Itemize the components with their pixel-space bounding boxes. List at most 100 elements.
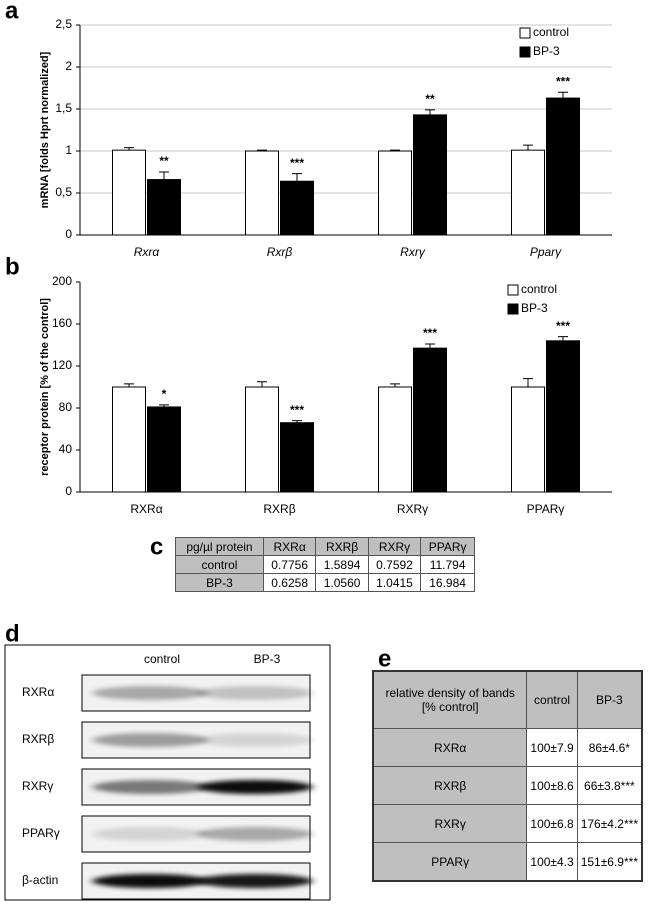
table-cell: RXRβ (372, 766, 528, 805)
x-tick-label: Rxrα (134, 245, 161, 259)
y-tick-label: 2,5 (55, 17, 72, 31)
x-tick-label: RXRβ (263, 502, 295, 516)
table-cell: BP-3 (576, 670, 643, 729)
table-cell: 86±4.6* (576, 728, 643, 767)
y-tick-label: 0,5 (55, 185, 72, 199)
bar (245, 386, 279, 493)
significance: ** (425, 92, 435, 106)
blot-row-label: RXRγ (22, 779, 53, 793)
y-tick-label: 1,5 (55, 101, 72, 115)
legend-label: BP-3 (533, 44, 560, 58)
blot-band (92, 686, 208, 700)
legend-label: BP-3 (521, 301, 548, 315)
y-tick-label: 160 (52, 316, 72, 330)
legend-swatch (519, 46, 531, 58)
blot-band (197, 827, 313, 841)
table-row: pg/µl protein RXRα RXRβ RXRγ PPARγ (175, 537, 475, 556)
blot-column: control (144, 652, 180, 666)
bar (546, 97, 580, 236)
table-cell: 100±8.6 (526, 766, 578, 805)
blot-band (92, 733, 208, 747)
bar (413, 114, 447, 236)
error-bar (425, 343, 435, 349)
legend-swatch (507, 284, 519, 296)
table-cell: PPARγ (420, 537, 475, 556)
significance: *** (556, 319, 570, 333)
blot-band (197, 780, 313, 794)
y-tick-label: 2 (65, 59, 72, 73)
y-tick-label: 0 (65, 227, 72, 241)
table-cell: 151±6.9*** (576, 842, 643, 882)
y-axis-label: mRNA [folds Hprt normalized] (39, 51, 51, 208)
table-cell: RXRα (372, 728, 528, 767)
error-bar (390, 149, 400, 151)
error-bar (558, 336, 568, 341)
error-bar (159, 404, 169, 407)
bar (280, 422, 314, 493)
table-row: RXRγ 100±6.8 176±4.2*** (372, 804, 643, 843)
significance: *** (423, 326, 437, 340)
significance: *** (290, 156, 304, 170)
table-cell: BP-3 (175, 573, 264, 592)
table-cell: 100±4.3 (526, 842, 578, 882)
table-row: RXRα 100±7.9 86±4.6* (372, 728, 643, 767)
bar (413, 347, 447, 493)
bar (112, 149, 146, 236)
protein-table: pg/µl protein RXRα RXRβ RXRγ PPARγ control 0.7… (175, 537, 475, 592)
table-row: BP-3 0.6258 1.0560 1.0415 16.984 (175, 573, 475, 592)
y-tick-label: 0 (65, 484, 72, 498)
error-bar (523, 378, 533, 387)
table-cell: PPARγ (372, 842, 528, 882)
y-tick-label: 80 (59, 400, 73, 414)
table-cell: 100±7.9 (526, 728, 578, 767)
table-cell: 1.0560 (315, 573, 369, 592)
table-cell: 1.5894 (315, 555, 369, 574)
x-tick-label: Rxrγ (400, 245, 426, 259)
x-tick-label: Rxrβ (267, 245, 293, 259)
panel-label: a (5, 0, 19, 24)
blot-band (197, 874, 313, 888)
blot-band (92, 827, 208, 841)
table-cell: relative density of bands [% control] (372, 670, 528, 729)
x-tick-label: RXRγ (397, 502, 428, 516)
legend-label: control (533, 25, 569, 39)
error-bar (124, 383, 134, 387)
bar (511, 149, 545, 236)
table-cell: control (526, 670, 578, 729)
table-cell: 66±3.8*** (576, 766, 643, 805)
table-cell: RXRγ (367, 537, 422, 556)
table-cell: 11.794 (420, 555, 475, 574)
table-row: control 0.7756 1.5894 0.7592 11.794 (175, 555, 475, 574)
blot-band (92, 780, 208, 794)
legend-swatch (519, 27, 531, 39)
y-tick-label: 40 (59, 442, 73, 456)
legend-label: control (521, 282, 557, 296)
bar (378, 386, 412, 493)
blot-band (92, 874, 208, 888)
error-bar (292, 420, 302, 423)
bar (546, 340, 580, 493)
x-tick-label: Pparγ (530, 245, 562, 259)
significance: ** (159, 154, 169, 168)
blot-column: BP-3 (254, 652, 281, 666)
table-cell: RXRγ (372, 804, 528, 843)
panel-label: e (378, 645, 391, 672)
blot-band (197, 733, 313, 747)
table-cell: 176±4.2*** (576, 804, 643, 843)
error-bar (523, 144, 533, 151)
table-cell: 1.0415 (367, 573, 422, 592)
error-bar (257, 149, 267, 151)
panel-label: b (5, 253, 20, 280)
bar (112, 386, 146, 493)
significance: * (162, 387, 167, 401)
table-cell: RXRβ (315, 537, 369, 556)
bar (147, 406, 181, 493)
error-bar (124, 147, 134, 151)
bar (245, 150, 279, 236)
table-cell: 16.984 (420, 573, 475, 592)
table-cell: 0.7756 (262, 555, 317, 574)
y-tick-label: 1 (65, 143, 72, 157)
error-bar (257, 381, 267, 387)
density-table: relative density of bands [% control] con… (372, 670, 643, 882)
